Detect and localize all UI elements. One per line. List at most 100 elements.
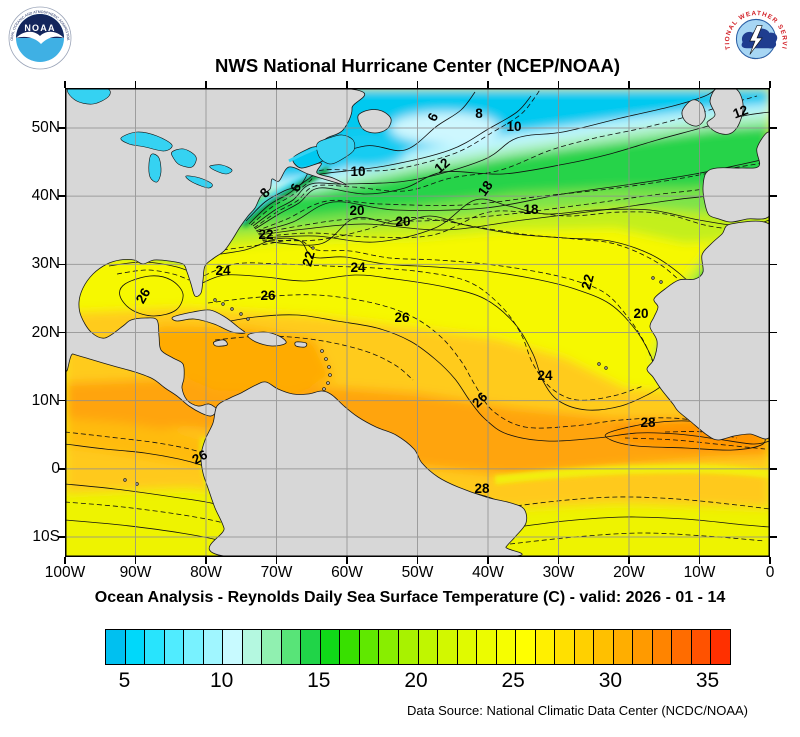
- gulf-of-st-lawrence: [316, 134, 356, 165]
- axis-tick-top: [769, 81, 771, 88]
- page-title: NWS National Hurricane Center (NCEP/NOAA…: [215, 55, 620, 76]
- colorbar-cell: [496, 630, 517, 664]
- lon-tick-label: 20W: [613, 564, 645, 581]
- lat-tick-label: 10S: [32, 528, 60, 546]
- axis-tick-left: [58, 195, 65, 197]
- isotherm-label: 28: [640, 415, 656, 430]
- lake-huron: [171, 148, 197, 168]
- axis-tick-bottom: [346, 557, 348, 564]
- lat-tick-label: 0: [51, 459, 60, 477]
- lon-tick-label: 10W: [683, 564, 716, 581]
- colorbar-tick-label: 20: [404, 669, 428, 692]
- axis-tick-top: [134, 81, 137, 88]
- lake-michigan: [148, 153, 162, 183]
- lat-tick-label: 20N: [31, 323, 60, 341]
- latlon-grid: [65, 88, 770, 557]
- axis-tick-bottom: [134, 557, 137, 564]
- colorbar-cell: [340, 630, 360, 664]
- axis-tick-right: [770, 331, 777, 334]
- axis-tick-bottom: [557, 557, 560, 564]
- isotherm-label: 10: [506, 119, 521, 134]
- axis-tick-bottom: [769, 557, 771, 564]
- james-bay: [66, 88, 111, 105]
- axis-tick-right: [770, 536, 777, 538]
- noaa-emblem-svg: NATIONAL OCEANIC AND ATMOSPHERIC ADMINIS…: [7, 3, 72, 70]
- colorbar-cell: [125, 630, 146, 664]
- colorbar-cell: [106, 630, 126, 664]
- colorbar-cell: [652, 630, 673, 664]
- colorbar-cell: [555, 630, 575, 664]
- colorbar-cell: [223, 630, 243, 664]
- colorbar-cell: [477, 630, 497, 664]
- colorbar-cell: [359, 630, 380, 664]
- isotherm-label: 18: [523, 202, 539, 217]
- colorbar-tick-label: 35: [695, 669, 720, 692]
- colorbar-cell: [633, 630, 653, 664]
- st-lawrence-river: [288, 146, 318, 163]
- axis-tick-top: [64, 81, 66, 88]
- isotherm-label: 28: [474, 481, 490, 496]
- lon-tick-label: 60W: [331, 564, 363, 581]
- axis-tick-left: [58, 331, 65, 334]
- colorbar-cell: [711, 630, 730, 664]
- isotherm-label: 24: [350, 260, 366, 275]
- axis-tick-top: [557, 81, 560, 88]
- puerto-rico: [294, 341, 308, 348]
- lon-tick-label: 80W: [190, 564, 222, 581]
- landmasses: [65, 88, 770, 557]
- colorbar-cell: [281, 630, 302, 664]
- colorbar-tick-label: 25: [501, 669, 525, 692]
- nws-lightning-icon: [749, 25, 763, 55]
- isotherm-label: 12: [432, 155, 453, 176]
- colorbar-cell: [145, 630, 165, 664]
- colorbar-cell: [301, 630, 321, 664]
- isotherm-label: 26: [133, 285, 154, 306]
- axis-tick-bottom: [416, 557, 419, 564]
- axis-tick-bottom: [64, 557, 66, 564]
- colorbar-cell: [242, 630, 263, 664]
- colorbar-cell: [398, 630, 419, 664]
- colorbar-tick-label: 10: [209, 669, 234, 692]
- africa: [646, 220, 770, 441]
- isotherm-label: 10: [350, 164, 365, 179]
- colorbar-cell: [438, 630, 458, 664]
- colorbar-cell: [164, 630, 185, 664]
- axis-tick-left: [58, 263, 65, 266]
- newfoundland: [357, 109, 392, 134]
- colorbar-cell: [516, 630, 536, 664]
- jamaica: [213, 339, 228, 347]
- axis-tick-bottom: [275, 557, 278, 564]
- axis-tick-bottom: [628, 557, 630, 564]
- colorbar-cell: [379, 630, 399, 664]
- colorbar-cell: [672, 630, 692, 664]
- colorbar-cell: [574, 630, 595, 664]
- axis-tick-right: [770, 263, 777, 266]
- isotherm-label: 22: [299, 250, 317, 268]
- lat-tick-label: 10N: [31, 391, 60, 409]
- colorbar-tick-label: 5: [118, 669, 131, 692]
- isotherm-label: 24: [537, 368, 553, 383]
- colorbar-cell: [594, 630, 614, 664]
- lat-tick-label: 30N: [31, 255, 60, 273]
- colorbar-cell: [262, 630, 282, 664]
- axis-tick-left: [58, 468, 65, 470]
- colorbar-tick-label: 15: [307, 669, 331, 692]
- isotherm-label: 12: [731, 102, 750, 121]
- isotherm-label: 8: [475, 106, 483, 121]
- map-subtitle: Ocean Analysis - Reynolds Daily Sea Surf…: [94, 589, 726, 606]
- axis-tick-bottom: [205, 557, 207, 564]
- lat-tick-label: 50N: [31, 119, 60, 136]
- colorbar-cell: [691, 630, 712, 664]
- data-source-caption: Data Source: National Climatic Data Cent…: [407, 703, 748, 718]
- lon-tick-label: 90W: [119, 564, 152, 581]
- isotherm-label: 20: [349, 203, 364, 218]
- lake-ontario: [209, 164, 233, 175]
- great-britain: [706, 88, 744, 135]
- colorbar-tick-label: 30: [598, 669, 623, 692]
- sst-map: 6 8 10 12 12 6 8 10 18 18 20 20 22 22 24 24 26 26 26 22 20 24…: [65, 88, 770, 557]
- isotherm-label: 22: [578, 273, 596, 291]
- axis-tick-top: [275, 81, 278, 88]
